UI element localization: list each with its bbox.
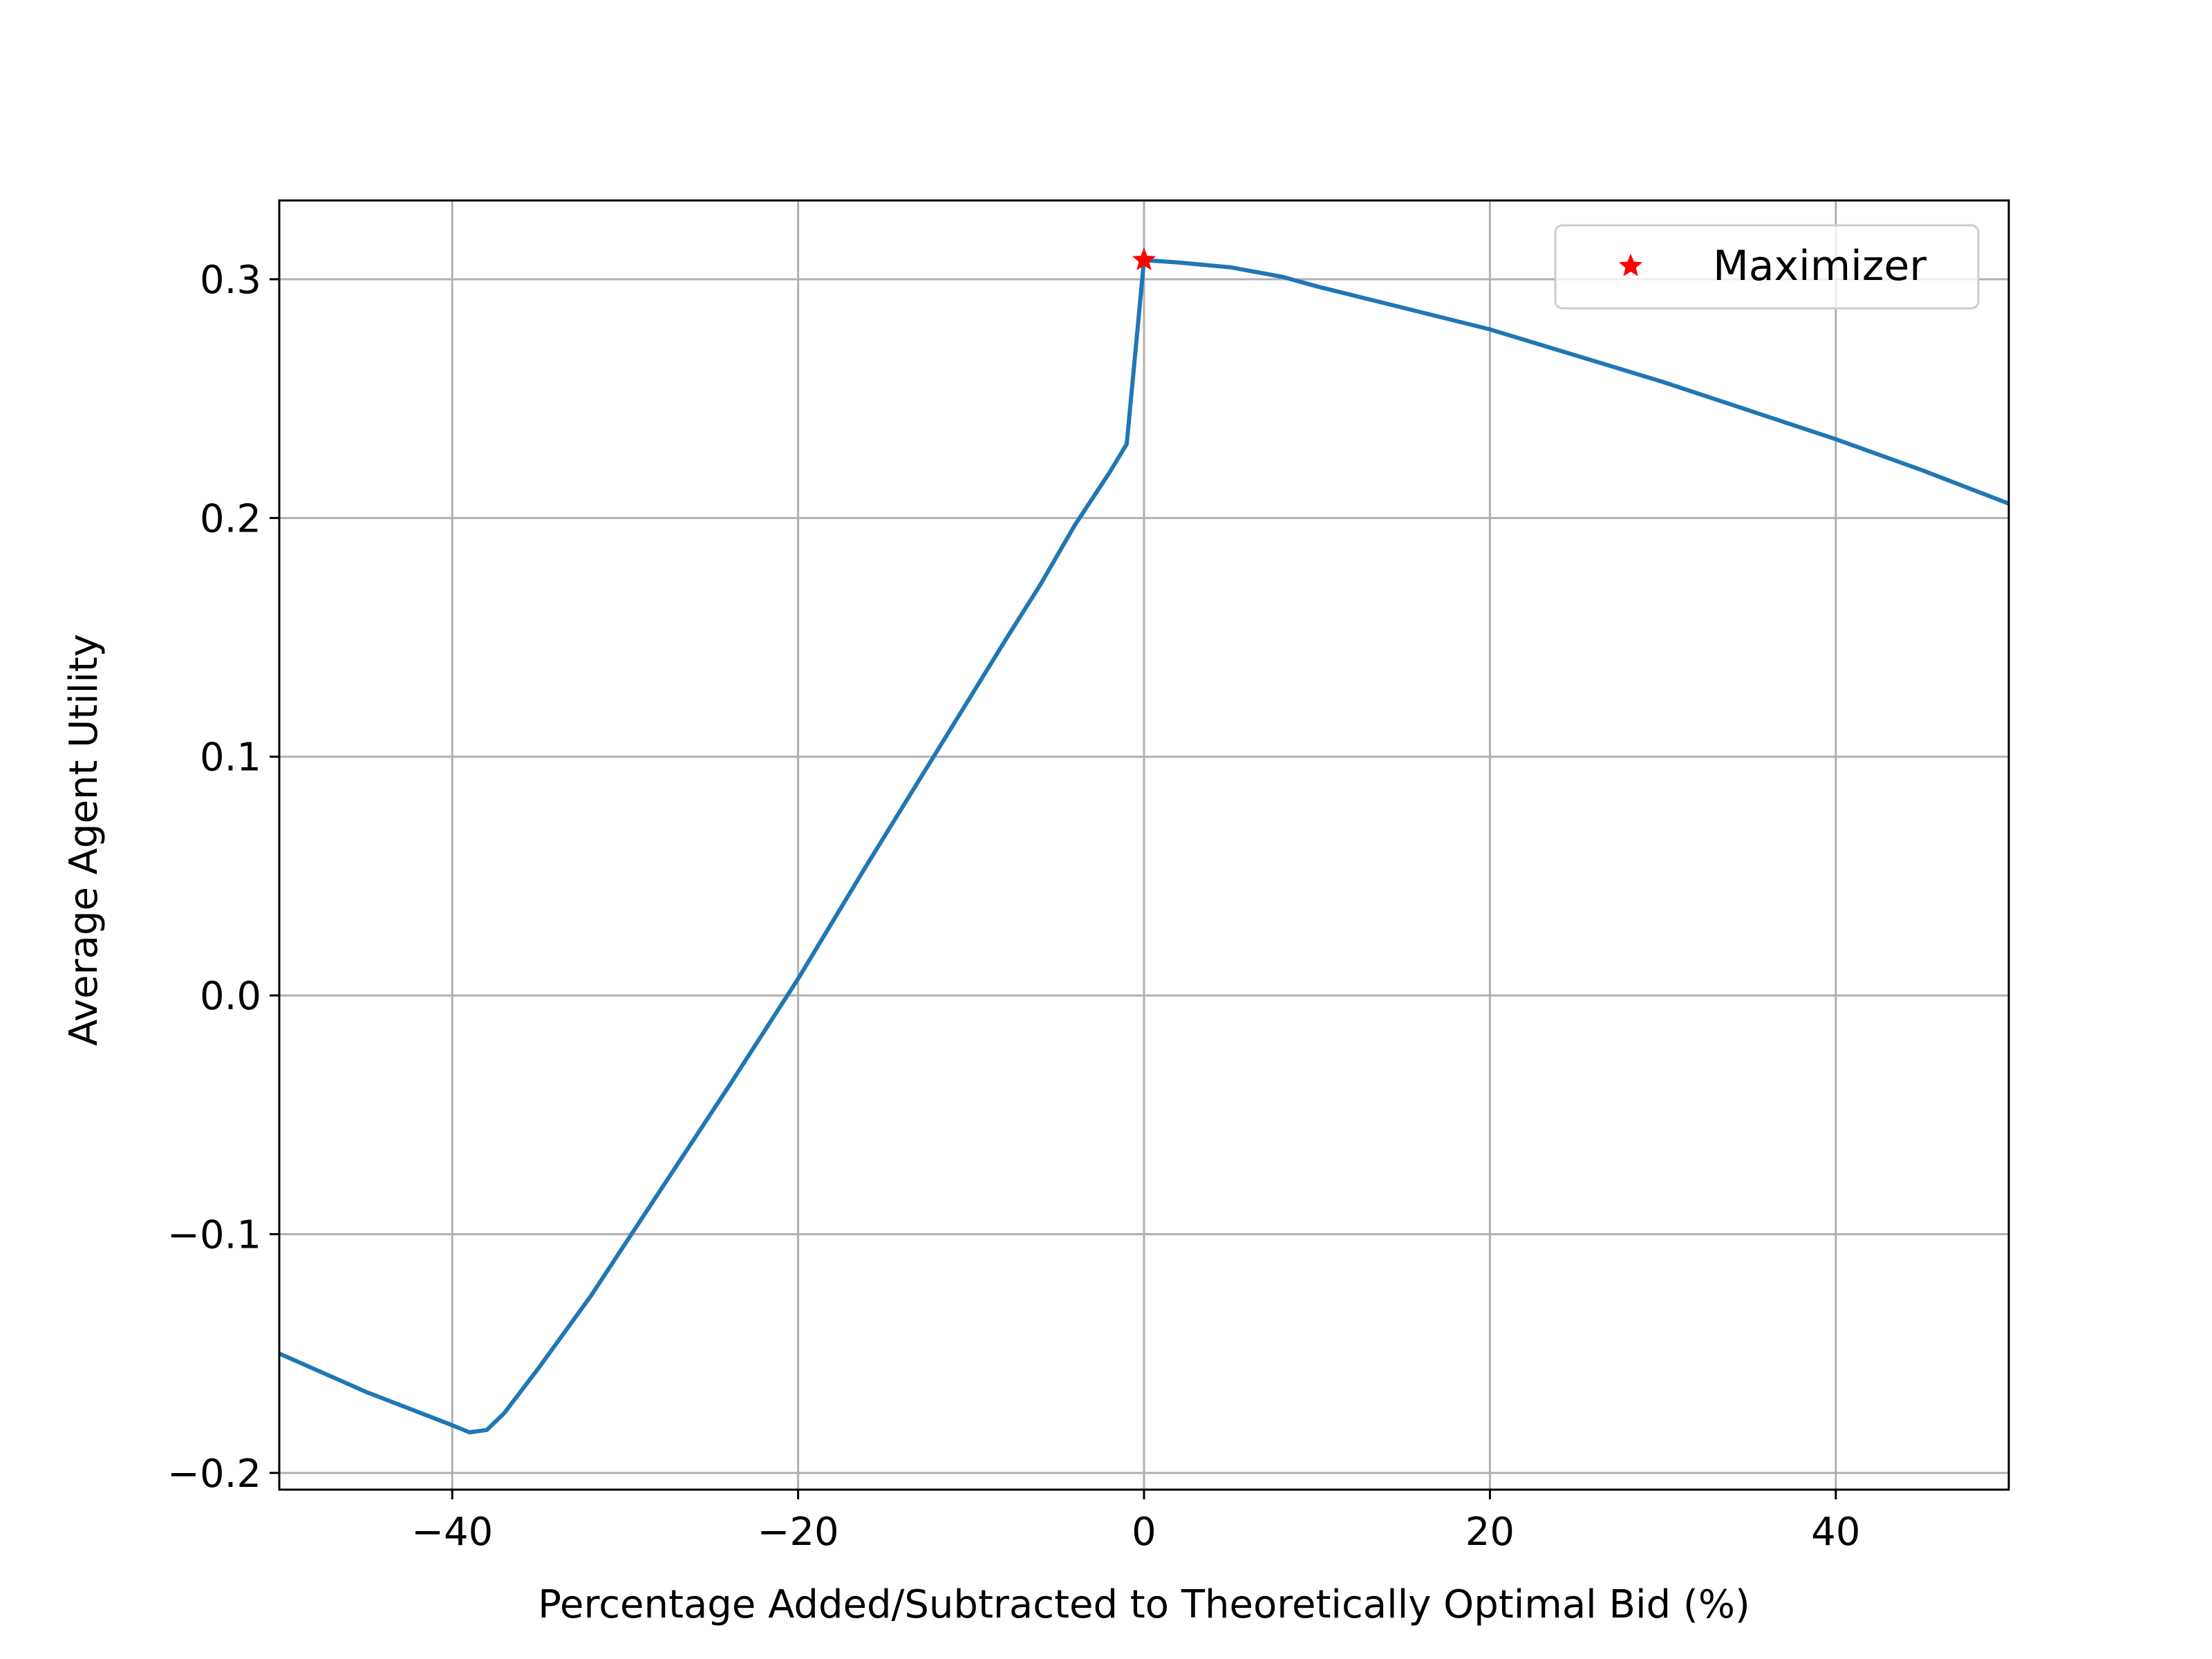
- legend-box: [1554, 224, 1980, 310]
- y-tick-label: −0.1: [167, 1212, 261, 1257]
- x-tick-label: 0: [1132, 1510, 1156, 1555]
- y-tick-label: 0.3: [200, 258, 261, 303]
- y-tick-label: −0.2: [167, 1452, 261, 1497]
- utility-line: [278, 258, 2010, 1435]
- maximizer-star-marker: [1132, 247, 1156, 270]
- plot-area: [278, 247, 2010, 1435]
- legend: Maximizer: [1554, 224, 1980, 310]
- x-axis-label: Percentage Added/Subtracted to Theoretic…: [538, 1582, 1750, 1627]
- x-tick-label: −20: [758, 1510, 839, 1555]
- plot-frame: [278, 199, 2010, 1491]
- y-tick-label: 0.0: [200, 974, 261, 1019]
- axis-ticks: −40 −20 0 20 40 −0.2 −0.1 0.0 0.1 0.2 0.3: [167, 258, 1860, 1555]
- y-axis-label: Average Agent Utility: [62, 634, 106, 1046]
- legend-star-icon: [1618, 254, 1643, 276]
- y-tick-label: 0.1: [200, 735, 261, 780]
- legend-label-maximizer: Maximizer: [1713, 242, 1927, 290]
- x-tick-label: 20: [1465, 1510, 1515, 1555]
- y-tick-label: 0.2: [200, 496, 261, 541]
- x-tick-label: −40: [411, 1510, 493, 1555]
- x-tick-label: 40: [1811, 1510, 1860, 1555]
